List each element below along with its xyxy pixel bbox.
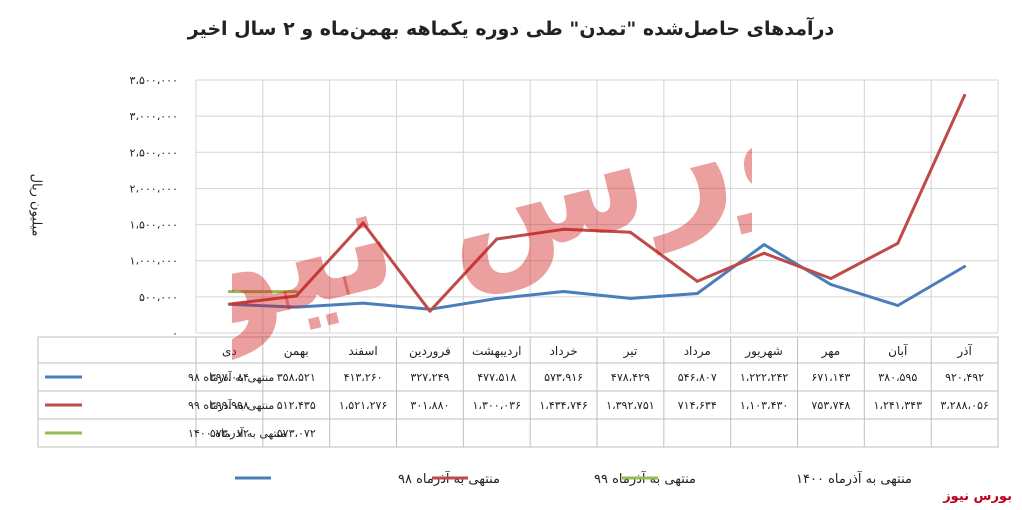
data-label: ۱،۲۲۲،۲۴۲ bbox=[740, 371, 789, 384]
data-label: ۳۸۰،۵۹۵ bbox=[878, 371, 917, 384]
data-label: ۳،۲۸۸،۰۵۶ bbox=[940, 399, 988, 412]
data-label: ۳۹۷،۰۸۴ bbox=[210, 371, 249, 384]
data-point bbox=[361, 301, 365, 305]
x-tick-label: شهریور bbox=[744, 344, 783, 359]
data-label: ۳۲۷،۲۴۹ bbox=[410, 371, 449, 384]
y-tick-label: ۱،۵۰۰،۰۰۰ bbox=[130, 219, 178, 232]
data-label: ۷۱۴،۶۳۴ bbox=[678, 399, 717, 412]
data-label: ۳۹۹،۹۹۸ bbox=[210, 399, 249, 412]
data-label: ۱،۱۰۳،۴۳۰ bbox=[740, 399, 788, 412]
data-point bbox=[294, 294, 298, 298]
data-point bbox=[361, 221, 365, 225]
data-label: ۱،۳۹۲،۷۵۱ bbox=[606, 399, 654, 412]
data-point bbox=[896, 241, 900, 245]
y-tick-label: ۳،۵۰۰،۰۰۰ bbox=[130, 74, 178, 87]
y-tick-label: ۳،۰۰۰،۰۰۰ bbox=[130, 110, 178, 123]
data-point bbox=[628, 296, 632, 300]
data-label: ۱،۲۴۱،۳۴۳ bbox=[874, 399, 923, 412]
data-label: ۵۷۳،۹۱۶ bbox=[544, 371, 583, 384]
data-label: ۶۷۱،۱۴۳ bbox=[811, 371, 850, 384]
y-tick-label: ۱،۰۰۰،۰۰۰ bbox=[130, 255, 178, 268]
x-tick-label: آبان bbox=[888, 343, 908, 358]
data-point bbox=[495, 237, 499, 241]
x-tick-label: اردیبهشت bbox=[472, 344, 521, 359]
brand-label: بورس نیوز bbox=[943, 489, 1012, 504]
data-label: ۱،۴۳۴،۷۴۶ bbox=[539, 399, 587, 412]
data-point bbox=[762, 243, 766, 247]
x-tick-label: مرداد bbox=[684, 344, 711, 359]
data-point bbox=[294, 305, 298, 309]
data-point bbox=[628, 230, 632, 234]
data-point bbox=[896, 303, 900, 307]
data-label: ۳۵۸،۵۲۱ bbox=[277, 371, 316, 384]
data-label: ۱،۳۰۰،۰۳۶ bbox=[473, 399, 521, 412]
data-label: ۳۰۱،۸۸۰ bbox=[410, 399, 449, 412]
legend-label: منتهی به آذرماه ۱۴۰۰ bbox=[796, 470, 912, 487]
data-point bbox=[495, 296, 499, 300]
series-line-1 bbox=[229, 94, 966, 313]
data-point bbox=[428, 309, 432, 313]
x-tick-label: آذر bbox=[956, 343, 972, 359]
data-label: ۴۱۳،۲۶۰ bbox=[344, 371, 383, 384]
data-label: ۴۷۷،۵۱۸ bbox=[477, 371, 516, 384]
data-point bbox=[695, 291, 699, 295]
data-point bbox=[562, 290, 566, 294]
data-label: ۴۷۸،۴۲۹ bbox=[611, 371, 650, 384]
data-point bbox=[963, 93, 967, 97]
x-tick-label: فروردین bbox=[409, 344, 451, 359]
x-tick-label: خرداد bbox=[550, 344, 578, 359]
chart-title: درآمدهای حاصل‌شده "تمدن" طی دوره یکماهه … bbox=[187, 18, 835, 40]
data-point bbox=[562, 227, 566, 231]
data-point bbox=[963, 264, 967, 268]
data-point bbox=[227, 290, 231, 294]
data-label: ۵۴۶،۸۰۷ bbox=[678, 371, 717, 384]
y-tick-label: ۵۰۰،۰۰۰ bbox=[139, 291, 178, 304]
table-row-header: منتهی به آذرماه ۱۴۰۰ bbox=[188, 426, 286, 440]
y-tick-label: ۲،۰۰۰،۰۰۰ bbox=[130, 182, 178, 195]
data-point bbox=[227, 302, 231, 306]
x-tick-label: بهمن bbox=[284, 344, 309, 359]
data-point bbox=[294, 290, 298, 294]
watermark-text: بورس نیوز bbox=[232, 28, 752, 368]
x-tick-label: اسفند bbox=[348, 344, 377, 358]
data-label: ۵۷۳،۰۷۲ bbox=[277, 427, 316, 440]
data-label: ۵۷۳،۰۷۲ bbox=[210, 427, 249, 440]
data-label: ۱،۵۲۱،۲۷۶ bbox=[339, 399, 387, 412]
x-tick-label: تیر bbox=[623, 344, 638, 359]
x-tick-label: مهر bbox=[821, 344, 841, 359]
data-label: ۵۱۲،۴۳۵ bbox=[277, 399, 316, 412]
y-tick-label: ۲،۵۰۰،۰۰۰ bbox=[130, 146, 178, 159]
data-point bbox=[695, 279, 699, 283]
table-row-header: منتهی به آذرماه ۹۹ bbox=[188, 398, 274, 412]
series-line-0 bbox=[229, 243, 966, 311]
table-row-header: منتهی به آذرماه ۹۸ bbox=[188, 370, 274, 384]
x-tick-label: دی bbox=[222, 344, 237, 358]
watermark-logo: بورس نیوز bbox=[232, 28, 752, 368]
data-point bbox=[829, 277, 833, 281]
data-point bbox=[829, 282, 833, 286]
y-tick-label: ۰ bbox=[172, 327, 178, 340]
data-point bbox=[762, 251, 766, 255]
data-label: ۹۲۰،۴۹۲ bbox=[945, 371, 984, 384]
data-label: ۷۵۳،۷۴۸ bbox=[811, 399, 850, 412]
